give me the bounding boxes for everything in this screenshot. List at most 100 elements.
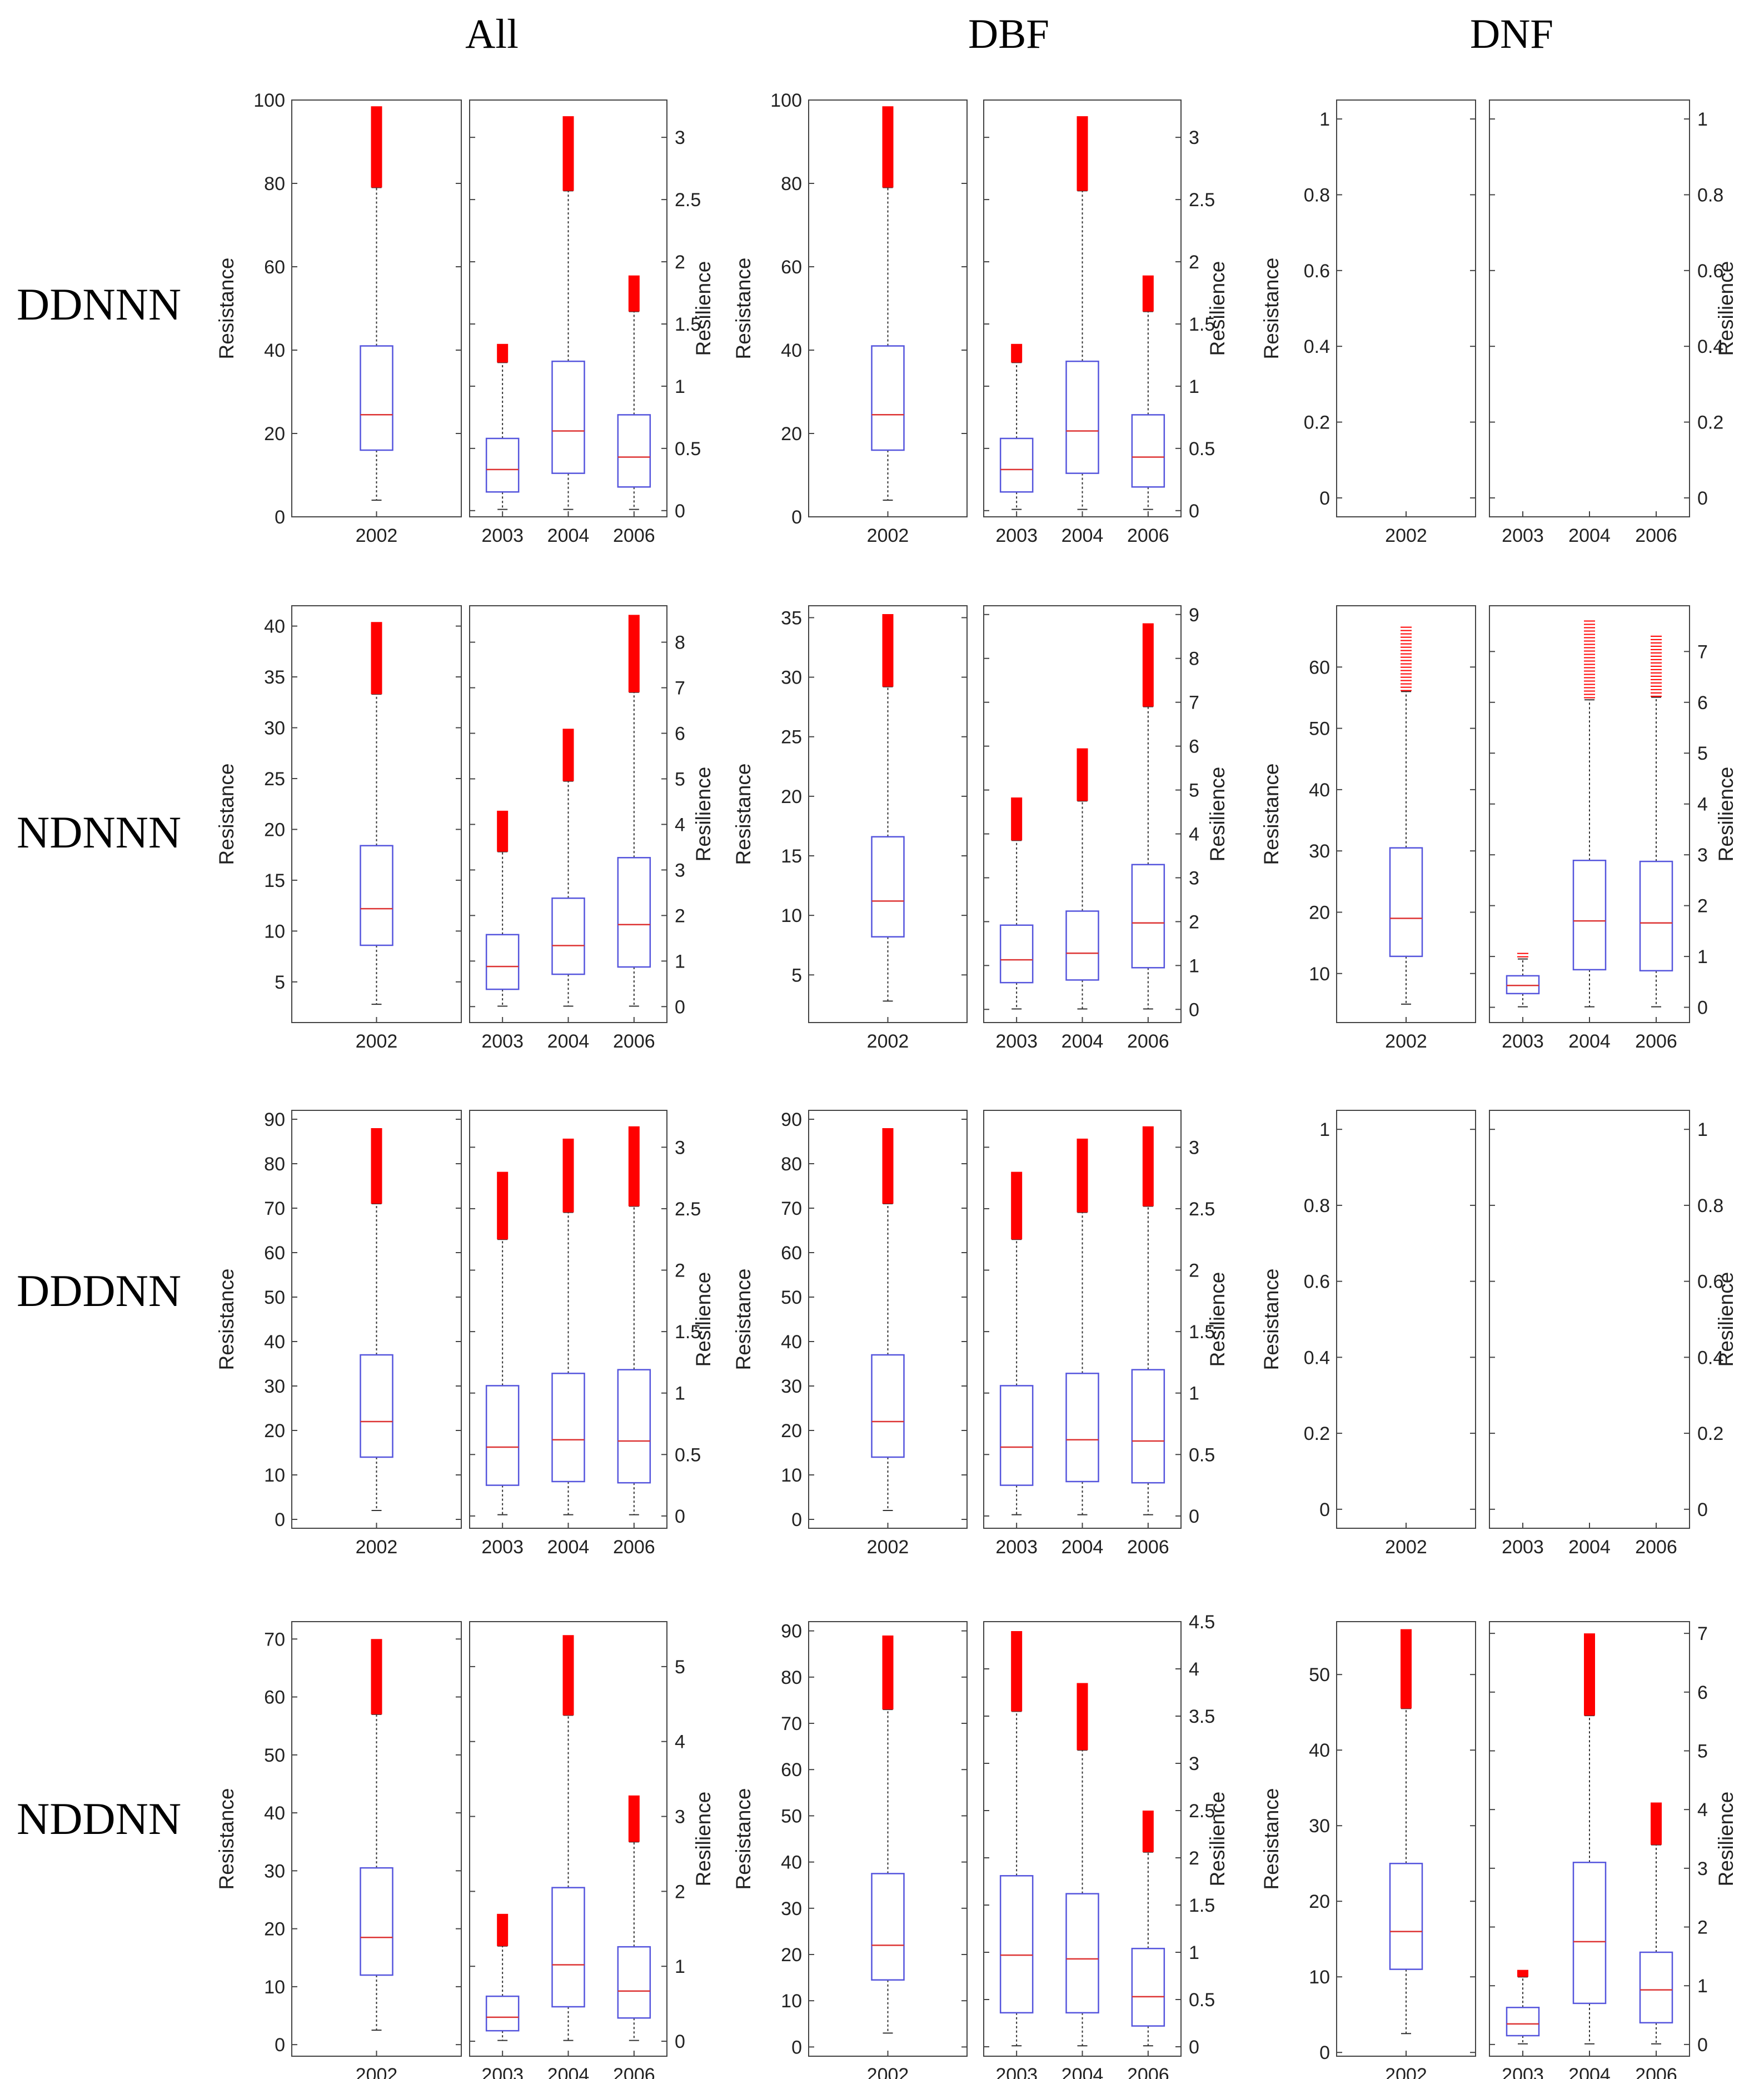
iqr-box <box>485 1385 520 1486</box>
resilience-tick-label: 2 <box>675 905 685 926</box>
resistance-x-tick-label: 2002 <box>867 1537 909 1558</box>
resilience-tick-label: 0 <box>1697 1499 1708 1520</box>
resilience-tick-label: 1 <box>675 951 685 972</box>
resistance-tick-label: 40 <box>781 1332 802 1353</box>
resilience-plot-frame <box>1489 1110 1690 1529</box>
resilience-tick-label: 7 <box>1189 692 1199 714</box>
resilience-tick-label: 0 <box>675 1506 685 1527</box>
resilience-tick-label: 4 <box>1189 824 1199 845</box>
resilience-x-tick-label: 2006 <box>613 1031 655 1052</box>
iqr-box <box>617 414 651 488</box>
resilience-tick-label: 0.2 <box>1697 412 1723 433</box>
resilience-tick-label: 5 <box>675 769 685 790</box>
resilience-x-tick-label: 2006 <box>1127 2065 1169 2079</box>
panel-ndnnn-dnf-resistance: 10 20 30 40 50 60 2002 Resistance <box>1260 605 1476 1052</box>
iqr-box <box>999 924 1034 984</box>
resilience-tick-label: 3 <box>675 1137 685 1158</box>
resilience-x-tick-label: 2003 <box>481 1537 524 1558</box>
resistance-x-tick-label: 2002 <box>1385 525 1427 546</box>
iqr-box <box>1065 360 1099 474</box>
outlier-band <box>1142 1811 1154 1852</box>
resilience-box-2003 <box>485 1913 520 2041</box>
resistance-tick-label: 30 <box>1309 1816 1330 1837</box>
resilience-tick-label: 0.2 <box>1697 1423 1723 1444</box>
resilience-tick-label: 8 <box>675 632 685 654</box>
resistance-tick-label: 10 <box>781 905 802 926</box>
outlier-band <box>628 1126 640 1206</box>
resistance-tick-label: 80 <box>781 173 802 195</box>
panel-dddnn-dnf: 0 0.2 0.4 0.6 0.8 1 2002 Resistance 0 0.2 0.4 0.6 0.… <box>1260 1110 1737 1558</box>
resistance-tick-label: 50 <box>781 1287 802 1308</box>
resistance-box-2002 <box>871 1128 905 1511</box>
row-labels: DDNNN NDNNN DDDNN NDDNN <box>17 279 181 1844</box>
outlier-band <box>1517 1970 1528 1977</box>
resistance-tick-label: 80 <box>264 1154 285 1175</box>
resilience-x-tick-label: 2006 <box>1635 525 1677 546</box>
outlier-band <box>1142 1126 1154 1206</box>
panel-ndnnn-all-resilience: 0 1 2 3 4 5 6 7 8 2003 2004 2006 Resilience <box>469 605 715 1052</box>
resistance-axis-label: Resistance <box>732 1788 755 1889</box>
outlier-band <box>371 106 382 188</box>
resilience-tick-label: 2.5 <box>1189 1199 1215 1220</box>
resistance-x-tick-label: 2002 <box>1385 1031 1427 1052</box>
resistance-tick-label: 20 <box>264 819 285 840</box>
resistance-plot-frame <box>1336 605 1476 1023</box>
resistance-tick-label: 50 <box>781 1806 802 1827</box>
resistance-tick-label: 0.8 <box>1304 185 1330 206</box>
resilience-tick-label: 1 <box>1189 1942 1199 1963</box>
resilience-tick-label: 3 <box>1697 845 1708 866</box>
resilience-tick-label: 3 <box>1189 1753 1199 1774</box>
resilience-tick-label: 6 <box>1697 1682 1708 1703</box>
resistance-tick-label: 40 <box>781 1852 802 1873</box>
resilience-tick-label: 6 <box>675 724 685 745</box>
resistance-box-2002 <box>360 1128 393 1511</box>
panel-dddnn-all: 0 10 20 30 40 50 60 70 80 90 2002 Resistance 0 0.5 1 1.… <box>215 1109 715 1558</box>
resistance-tick-label: 0 <box>275 2035 285 2056</box>
outlier-markers <box>1651 635 1662 697</box>
resilience-tick-label: 2 <box>1697 1917 1708 1938</box>
resistance-tick-label: 0.6 <box>1304 261 1330 282</box>
resilience-tick-label: 3 <box>675 127 685 148</box>
resilience-x-tick-label: 2003 <box>995 525 1038 546</box>
panel-ndnnn-dbf-resistance: 5 10 15 20 25 30 35 2002 Resistance <box>732 605 968 1052</box>
iqr-box <box>360 345 393 451</box>
resilience-tick-label: 4 <box>675 1732 685 1753</box>
resilience-x-tick-label: 2003 <box>995 2065 1038 2079</box>
resistance-tick-label: 0.8 <box>1304 1195 1330 1217</box>
resistance-x-tick-label: 2002 <box>356 1031 398 1052</box>
resilience-axis-label: Resilience <box>692 261 715 356</box>
resilience-axis-label: Resilience <box>1715 1792 1737 1887</box>
panel-nddnn-all: 0 10 20 30 40 50 60 70 2002 Resistance 0 1 2 3 4 5 2003 2… <box>215 1621 715 2079</box>
resilience-tick-label: 3 <box>1189 868 1199 889</box>
resistance-tick-label: 90 <box>781 1621 802 1642</box>
panel-dddnn-all-resilience: 0 0.5 1 1.5 2 2.5 3 2003 2004 2006 Resilience <box>469 1110 715 1558</box>
resilience-x-tick-label: 2003 <box>481 525 524 546</box>
resistance-tick-label: 5 <box>275 972 285 993</box>
resilience-box-2003 <box>999 1631 1034 2047</box>
resilience-tick-label: 0.5 <box>675 1444 701 1465</box>
resilience-box-2006 <box>617 1795 651 2041</box>
resilience-axis-label: Resilience <box>1206 1792 1229 1887</box>
resilience-tick-label: 1.5 <box>675 1322 701 1343</box>
panels: 0204060801002002Resistance00.511.522.532… <box>215 90 1737 2079</box>
resilience-tick-label: 6 <box>1189 736 1199 757</box>
resilience-tick-label: 1.5 <box>1189 314 1215 335</box>
outlier-band <box>497 1913 509 1946</box>
resistance-tick-label: 90 <box>264 1109 285 1130</box>
resistance-x-tick-label: 2002 <box>867 1031 909 1052</box>
resilience-tick-label: 0.4 <box>1697 1347 1723 1368</box>
resilience-x-tick-label: 2004 <box>1568 1031 1611 1052</box>
resistance-tick-label: 30 <box>781 667 802 689</box>
resistance-axis-label: Resistance <box>215 257 238 359</box>
iqr-box <box>1506 2007 1540 2037</box>
resilience-box-2004 <box>1065 1138 1099 1515</box>
resilience-tick-label: 2.5 <box>1189 190 1215 211</box>
resistance-tick-label: 30 <box>264 718 285 739</box>
panel-ddnnn-dnf: 0 0.2 0.4 0.6 0.8 1 2002 Resistance 0 0.2 0.4 0.6 0.… <box>1260 99 1737 546</box>
resistance-tick-label: 0.4 <box>1304 336 1330 357</box>
resistance-tick-label: 50 <box>264 1745 285 1766</box>
resilience-tick-label: 1 <box>1189 1383 1199 1404</box>
resilience-tick-label: 0 <box>1697 2035 1708 2056</box>
iqr-box <box>1506 975 1540 995</box>
resistance-tick-label: 70 <box>264 1629 285 1650</box>
